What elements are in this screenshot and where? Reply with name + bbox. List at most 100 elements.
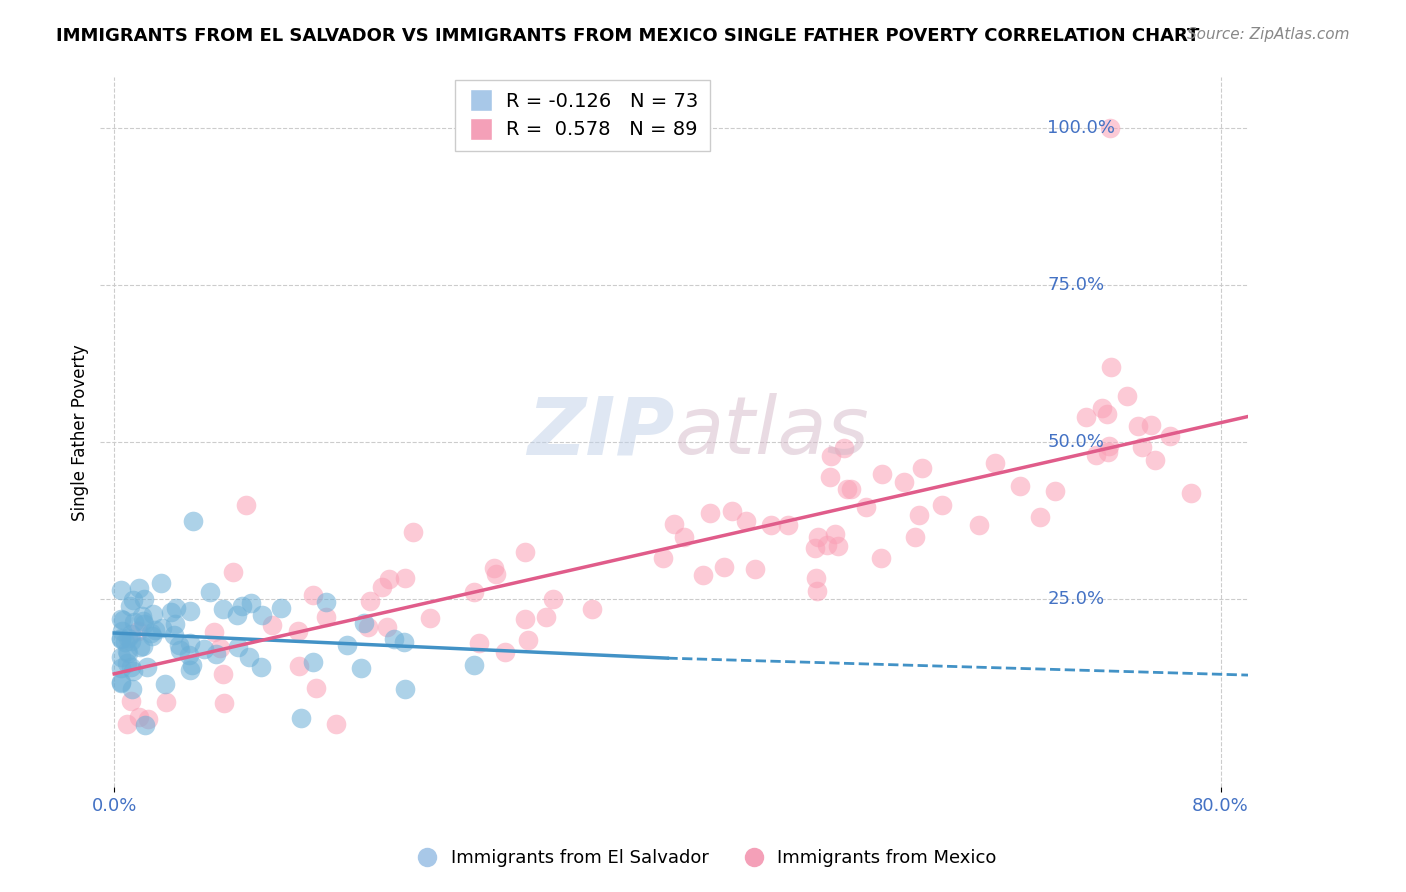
Point	[181, 514, 204, 528]
Point	[1159, 428, 1181, 442]
Point	[288, 658, 311, 673]
Text: IMMIGRANTS FROM EL SALVADOR VS IMMIGRANTS FROM MEXICO SINGLE FATHER POVERTY CORR: IMMIGRANTS FROM EL SALVADOR VS IMMIGRANT…	[56, 27, 1199, 45]
Point	[759, 518, 782, 533]
Point	[270, 600, 292, 615]
Point	[804, 541, 827, 555]
Point	[359, 594, 381, 608]
Point	[143, 624, 166, 638]
Point	[984, 457, 1007, 471]
Point	[290, 710, 312, 724]
Point	[870, 467, 893, 481]
Point	[110, 612, 132, 626]
Point	[212, 602, 235, 616]
Point	[1098, 439, 1121, 453]
Point	[1097, 407, 1119, 421]
Point	[193, 641, 215, 656]
Point	[121, 665, 143, 679]
Point	[869, 551, 891, 566]
Point	[111, 613, 134, 627]
Point	[110, 632, 132, 647]
Point	[515, 612, 537, 626]
Point	[536, 610, 558, 624]
Point	[142, 607, 165, 621]
Point	[315, 610, 337, 624]
Point	[139, 626, 162, 640]
Point	[301, 588, 323, 602]
Point	[135, 660, 157, 674]
Legend: Immigrants from El Salvador, Immigrants from Mexico: Immigrants from El Salvador, Immigrants …	[402, 842, 1004, 874]
Point	[517, 633, 540, 648]
Point	[134, 592, 156, 607]
Point	[153, 676, 176, 690]
Point	[287, 624, 309, 639]
Point	[1099, 359, 1122, 374]
Point	[131, 609, 153, 624]
Point	[967, 517, 990, 532]
Point	[150, 575, 173, 590]
Point	[226, 640, 249, 655]
Point	[824, 527, 846, 541]
Point	[357, 620, 380, 634]
Point	[115, 656, 138, 670]
Point	[350, 661, 373, 675]
Legend: R = -0.126   N = 73, R =  0.578   N = 89: R = -0.126 N = 73, R = 0.578 N = 89	[456, 80, 710, 151]
Point	[394, 681, 416, 696]
Point	[128, 582, 150, 596]
Point	[305, 681, 328, 696]
Point	[1144, 453, 1167, 467]
Point	[179, 604, 201, 618]
Point	[117, 646, 139, 660]
Point	[110, 675, 132, 690]
Point	[128, 710, 150, 724]
Point	[136, 713, 159, 727]
Text: 75.0%: 75.0%	[1047, 276, 1105, 293]
Point	[832, 441, 855, 455]
Point	[315, 594, 337, 608]
Point	[394, 571, 416, 585]
Point	[494, 645, 516, 659]
Point	[110, 582, 132, 597]
Point	[205, 647, 228, 661]
Point	[1074, 409, 1097, 424]
Point	[212, 666, 235, 681]
Point	[1126, 419, 1149, 434]
Point	[807, 530, 830, 544]
Point	[543, 591, 565, 606]
Point	[121, 593, 143, 607]
Point	[1028, 510, 1050, 524]
Point	[169, 643, 191, 657]
Point	[198, 584, 221, 599]
Point	[651, 550, 673, 565]
Point	[382, 632, 405, 647]
Point	[167, 638, 190, 652]
Point	[392, 635, 415, 649]
Point	[1097, 444, 1119, 458]
Point	[931, 498, 953, 512]
Point	[180, 657, 202, 672]
Point	[1180, 486, 1202, 500]
Point	[419, 611, 441, 625]
Text: 100.0%: 100.0%	[1047, 119, 1115, 136]
Point	[134, 616, 156, 631]
Point	[911, 460, 934, 475]
Point	[855, 500, 877, 515]
Point	[120, 627, 142, 641]
Point	[692, 568, 714, 582]
Point	[378, 572, 401, 586]
Text: 25.0%: 25.0%	[1047, 590, 1105, 607]
Point	[249, 659, 271, 673]
Point	[110, 660, 132, 674]
Point	[904, 530, 927, 544]
Point	[325, 717, 347, 731]
Point	[908, 508, 931, 523]
Point	[150, 622, 173, 636]
Point	[118, 599, 141, 613]
Point	[515, 545, 537, 559]
Point	[209, 640, 232, 655]
Point	[371, 580, 394, 594]
Point	[120, 694, 142, 708]
Point	[127, 624, 149, 638]
Point	[179, 663, 201, 677]
Point	[1116, 389, 1139, 403]
Point	[179, 636, 201, 650]
